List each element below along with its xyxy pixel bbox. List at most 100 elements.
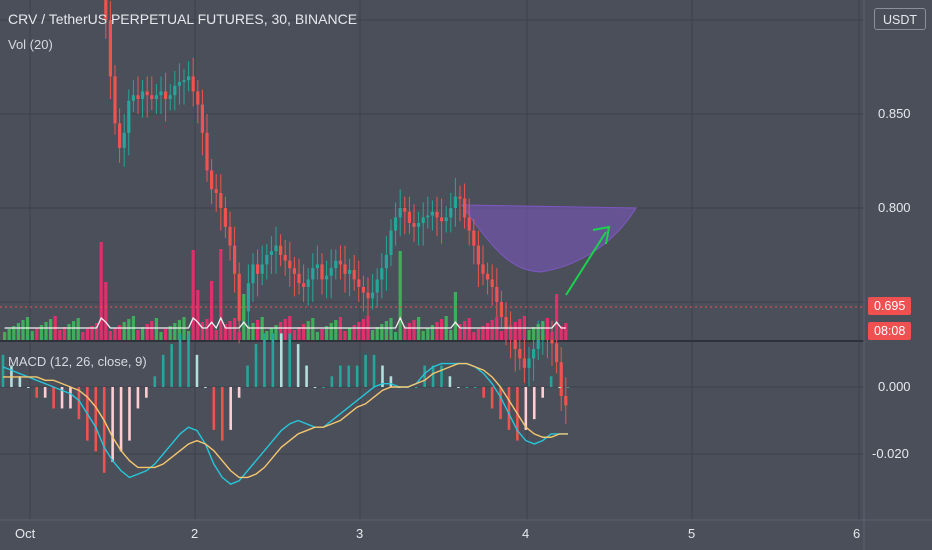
candle-body [499, 302, 503, 318]
volume-bar [122, 322, 126, 340]
candle-body [219, 192, 223, 208]
volume-bar [504, 328, 508, 340]
macd-histogram-bar [414, 387, 418, 388]
volume-bar [219, 249, 223, 340]
candle-body [292, 268, 296, 274]
macd-histogram-bar [94, 387, 98, 452]
volume-bar [30, 331, 34, 340]
volume-bar [242, 294, 246, 340]
macd-histogram-bar [1, 354, 5, 387]
candle-body [398, 208, 402, 218]
price-axis-tick: 0.800 [878, 200, 911, 215]
volume-bar [348, 328, 352, 340]
candle-body [256, 264, 260, 274]
candle-body [495, 286, 499, 302]
candle-body [366, 292, 370, 299]
macd-histogram-bar [549, 376, 553, 387]
candle-body [182, 80, 186, 83]
macd-histogram-bar [364, 354, 367, 387]
candle-body [191, 76, 195, 92]
candle-body [412, 223, 416, 227]
volume-bar [145, 324, 149, 340]
volume-bar [380, 324, 384, 340]
volume-bar [499, 331, 503, 340]
macd-pane [1, 333, 570, 485]
candle-body [564, 396, 568, 406]
volume-bar [49, 319, 53, 340]
candle-body [357, 279, 361, 287]
candle-body [279, 245, 283, 255]
candle-body [348, 270, 352, 274]
volume-bar [481, 326, 485, 340]
candle-body [214, 189, 218, 193]
volume-bar [297, 327, 301, 340]
candle-body [440, 217, 444, 222]
volume-bar [398, 251, 402, 340]
arrow-head [592, 225, 611, 245]
volume-bar [265, 331, 269, 340]
candle-body [472, 230, 476, 246]
volume-bar [233, 318, 237, 340]
volume-bar [486, 323, 490, 340]
candle-body [260, 264, 264, 274]
volume-bar [371, 330, 375, 340]
candle-body [371, 292, 375, 299]
currency-button[interactable]: USDT [874, 8, 926, 30]
candle-body [141, 91, 145, 99]
candle-body [481, 264, 485, 274]
macd-histogram-bar [178, 333, 182, 387]
candle-body [513, 339, 517, 349]
volume-bar [21, 320, 25, 340]
volume-bar [426, 328, 430, 340]
volume-bar [205, 319, 209, 340]
candle-body [389, 230, 393, 255]
volume-bar [58, 330, 62, 340]
volume-bar [352, 325, 356, 340]
candle-body [283, 255, 287, 261]
candle-body [550, 339, 554, 344]
volume-bar [440, 319, 444, 340]
volume-bar [545, 318, 549, 340]
volume-bar [191, 250, 195, 340]
candle-body [407, 211, 411, 224]
candle-body [527, 358, 531, 368]
volume-bar [177, 320, 181, 340]
volume-legend: Vol (20) [8, 37, 53, 52]
candle-body [559, 362, 563, 396]
volume-bar [509, 325, 513, 340]
volume-bar [95, 323, 99, 340]
candle-body [476, 245, 480, 265]
volume-bar [361, 319, 365, 340]
time-axis-tick: 4 [522, 526, 529, 541]
candle-body [118, 123, 122, 148]
candle-body [504, 317, 508, 331]
volume-bar [35, 328, 39, 340]
volume-bar [532, 327, 536, 340]
volume-bar [476, 329, 480, 340]
cup-shape [461, 204, 637, 273]
volume-bar [164, 329, 168, 340]
macd-histogram-bar [170, 344, 173, 387]
volume-bar [228, 321, 232, 340]
volume-bar [550, 332, 554, 340]
volume-bar [81, 332, 85, 340]
time-axis-tick: 5 [688, 526, 695, 541]
candle-body [104, 0, 108, 20]
candle-body [205, 132, 209, 171]
volume-bar [12, 326, 16, 340]
macd-histogram-bar [153, 376, 157, 387]
macd-histogram-bar [482, 387, 485, 398]
candle-body [154, 95, 158, 99]
macd-histogram-bar [558, 387, 561, 388]
macd-histogram-bar [145, 387, 148, 398]
macd-histogram-bar [507, 387, 511, 430]
time-axis-tick: 6 [853, 526, 860, 541]
macd-histogram-bar [111, 387, 114, 463]
volume-bar [463, 321, 467, 340]
macd-histogram-bar [339, 365, 342, 387]
macd-legend: MACD (12, 26, close, 9) [8, 354, 147, 369]
volume-bar [44, 322, 48, 340]
arrow-shaft [565, 231, 607, 296]
